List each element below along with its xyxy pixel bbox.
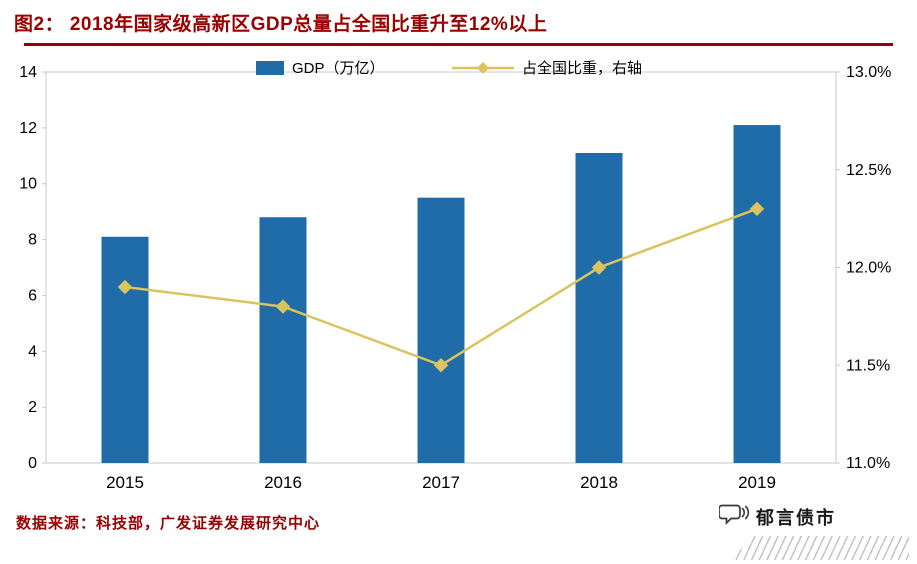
title-underline (24, 43, 893, 46)
svg-text:2018: 2018 (580, 473, 618, 492)
svg-text:12: 12 (19, 120, 37, 137)
svg-text:0: 0 (28, 455, 37, 472)
svg-text:占全国比重，右轴: 占全国比重，右轴 (522, 59, 642, 77)
brand-name: 郁言债市 (756, 508, 836, 528)
svg-text:2016: 2016 (264, 473, 302, 492)
combo-chart-svg: 0 2 4 6 8 10 12 14 11.0% 11.5% 12.0% 12.5% 13.0% 2015… (19, 59, 891, 492)
svg-text:11.5%: 11.5% (846, 357, 890, 374)
svg-text:12.5%: 12.5% (846, 162, 891, 179)
svg-text:14: 14 (19, 64, 37, 81)
svg-text:2015: 2015 (106, 473, 144, 492)
svg-text:2019: 2019 (738, 473, 776, 492)
svg-text:6: 6 (28, 287, 37, 304)
chart-title: 图2： 2018年国家级高新区GDP总量占全国比重升至12%以上 (14, 14, 548, 35)
svg-text:8: 8 (28, 232, 37, 249)
brand-row: 郁言债市 (709, 500, 909, 534)
chart-header: 图2： 2018年国家级高新区GDP总量占全国比重升至12%以上 (0, 0, 917, 46)
svg-text:2017: 2017 (422, 473, 460, 492)
chat-bubbles-icon (718, 502, 750, 532)
svg-text:11.0%: 11.0% (846, 455, 890, 472)
svg-text:GDP（万亿）: GDP（万亿） (292, 60, 385, 77)
combo-chart: 0 2 4 6 8 10 12 14 11.0% 11.5% 12.0% 12.5% 13.0% 2015… (0, 48, 917, 503)
data-source: 数据来源：科技部，广发证券发展研究中心 (16, 515, 321, 532)
svg-text:2: 2 (28, 399, 37, 416)
brand-logo: 郁言债市 (709, 500, 909, 562)
brand-stripes-decoration (731, 536, 909, 560)
svg-text:13.0%: 13.0% (846, 64, 891, 81)
svg-text:4: 4 (28, 343, 37, 360)
svg-text:12.0%: 12.0% (846, 260, 891, 277)
svg-text:10: 10 (19, 176, 37, 193)
